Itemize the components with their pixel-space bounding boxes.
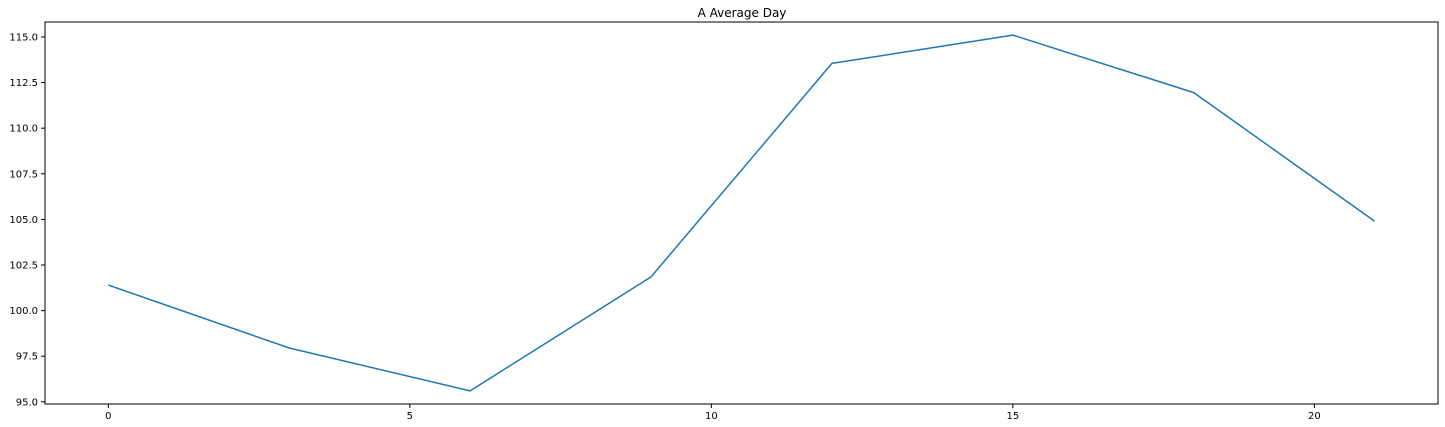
y-tick-label: 105.0 — [9, 215, 38, 226]
x-tick-label: 15 — [1006, 411, 1019, 422]
y-tick-label: 110.0 — [9, 124, 38, 135]
y-tick-label: 100.0 — [9, 306, 38, 317]
plot-area-frame — [44, 21, 1439, 405]
y-tick-label: 95.0 — [16, 397, 38, 408]
y-tick-label: 102.5 — [9, 260, 38, 271]
y-axis: 95.0 97.5 100.0 102.5 105.0 107.5 110.0 112.5 11… — [9, 32, 45, 408]
series-line — [108, 34, 1376, 392]
x-tick-label: 5 — [407, 411, 413, 422]
x-tick-label: 0 — [105, 411, 111, 422]
chart-title: A Average Day — [698, 6, 787, 20]
x-tick-label: 10 — [705, 411, 718, 422]
y-tick-label: 112.5 — [9, 78, 38, 89]
y-tick-label: 97.5 — [16, 352, 38, 363]
x-tick-label: 20 — [1308, 411, 1321, 422]
y-tick-label: 115.0 — [9, 32, 38, 43]
y-tick-label: 107.5 — [9, 169, 38, 180]
x-axis: 0 5 10 15 20 — [105, 404, 1321, 422]
series-layer — [108, 34, 1376, 392]
